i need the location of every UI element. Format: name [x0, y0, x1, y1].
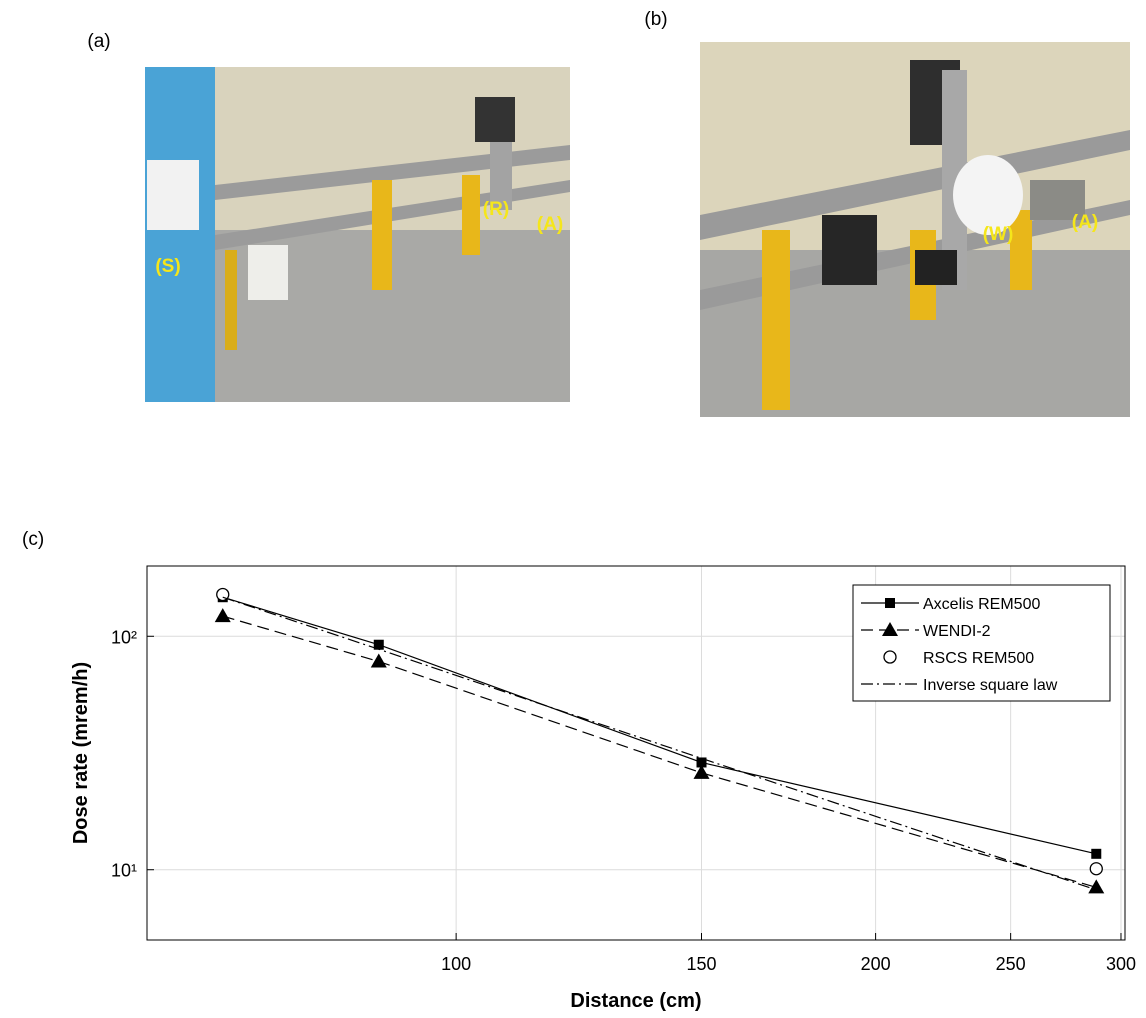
data-point [370, 653, 387, 668]
x-tick-label: 300 [1106, 954, 1136, 974]
data-point [1088, 879, 1105, 894]
photo-tag: (R) [483, 199, 509, 220]
panel-label: (a) [87, 31, 110, 52]
y-tick-label: 10¹ [111, 861, 137, 881]
legend-marker [885, 598, 895, 608]
legend-label: Axcelis REM500 [923, 596, 1040, 613]
legend-label: Inverse square law [923, 677, 1058, 694]
data-point [373, 639, 384, 650]
data-point [693, 764, 710, 779]
x-axis-label: Distance (cm) [570, 990, 701, 1012]
photo-tag: (A) [1072, 212, 1098, 233]
legend-marker [882, 622, 898, 636]
panel-label: (c) [22, 529, 44, 550]
series-line [222, 596, 1097, 891]
photo-tag: (S) [155, 256, 180, 277]
y-axis-label: Dose rate (mrem/h) [70, 662, 92, 844]
legend-marker [883, 650, 897, 664]
legend-label: RSCS REM500 [923, 650, 1034, 667]
x-tick-label: 200 [861, 954, 891, 974]
legend-box [852, 584, 1111, 702]
series-line [222, 615, 1097, 888]
y-tick-label: 10² [111, 627, 137, 647]
legend-label: WENDI-2 [923, 623, 991, 640]
photo-tag: (A) [537, 214, 563, 235]
data-point [696, 757, 707, 768]
x-tick-label: 100 [441, 954, 471, 974]
x-tick-label: 150 [686, 954, 716, 974]
data-point [214, 608, 231, 623]
photo-a [145, 67, 570, 402]
data-point [1089, 862, 1103, 876]
photo-b [700, 42, 1130, 417]
panel-label: (b) [644, 9, 667, 30]
x-tick-label: 250 [996, 954, 1026, 974]
data-point [216, 587, 230, 602]
plot-frame [146, 565, 1126, 941]
photo-tag: (W) [983, 224, 1014, 245]
data-point [1091, 848, 1102, 859]
